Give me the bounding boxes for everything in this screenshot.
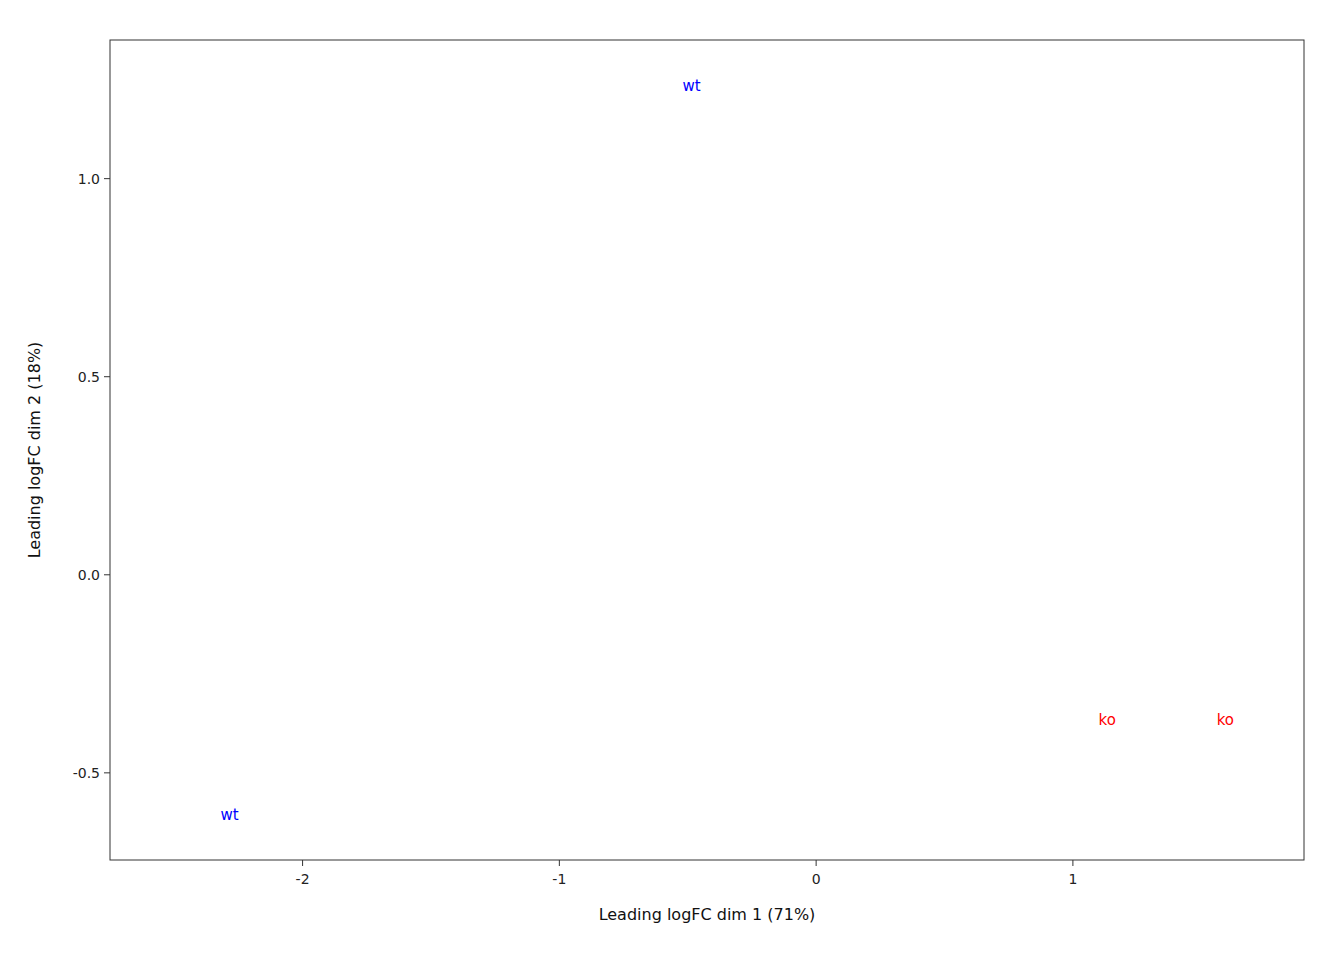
chart: -2 -1 0 1 -0.5 0.0 0.5 1.0 Leading logFC dim 1 (… [0,0,1344,960]
point-label: ko [1099,711,1116,729]
x-tick-label: 1 [1068,871,1077,887]
y-tick [104,574,110,575]
x-tick [816,860,817,866]
x-tick [559,860,560,866]
y-tick-label: 1.0 [78,171,100,187]
x-tick [302,860,303,866]
y-tick [104,178,110,179]
point-label: wt [220,806,238,824]
x-tick-label: -2 [296,871,310,887]
points: wt wt ko ko [220,77,1234,824]
point-label: ko [1217,711,1234,729]
x-tick-label: 0 [812,871,821,887]
y-tick [104,376,110,377]
x-tick-label: -1 [552,871,566,887]
y-tick-label: 0.5 [78,369,100,385]
point-label: wt [683,77,701,95]
y-tick-label: -0.5 [73,765,100,781]
plot-frame [110,40,1304,860]
x-tick [1072,860,1073,866]
x-axis-label: Leading logFC dim 1 (71%) [599,905,816,924]
y-tick-label: 0.0 [78,567,100,583]
y-tick [104,772,110,773]
y-axis-label: Leading logFC dim 2 (18%) [25,342,44,559]
